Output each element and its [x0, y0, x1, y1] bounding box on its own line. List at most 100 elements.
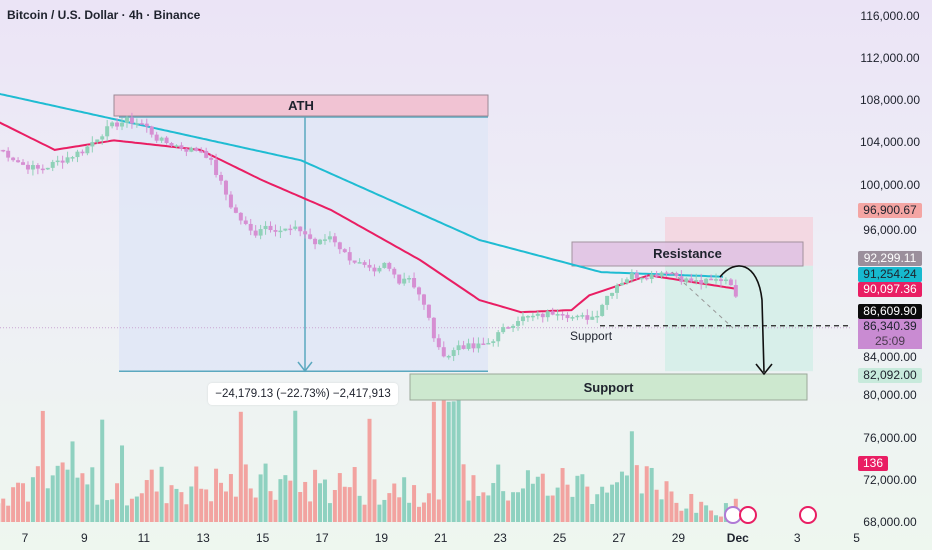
candle-body — [25, 164, 30, 170]
candle-body — [90, 142, 95, 147]
candle-body — [506, 327, 511, 329]
candle-body — [342, 249, 347, 253]
candle-body — [704, 278, 709, 284]
candle-body — [392, 268, 397, 275]
candle-body — [189, 147, 194, 152]
candle-body — [694, 280, 699, 282]
candle-body — [303, 231, 308, 235]
volume-bar — [154, 491, 159, 522]
volume-bar — [40, 410, 45, 522]
volume-bar — [580, 474, 585, 522]
time-tick: 21 — [434, 531, 448, 545]
price-tick: 112,000.00 — [860, 51, 920, 66]
volume-bar — [80, 473, 85, 522]
time-tick: 23 — [493, 531, 507, 545]
candle-body — [194, 147, 199, 151]
candle-body — [50, 161, 55, 168]
candle-body — [55, 160, 60, 163]
volume-bar — [258, 474, 263, 522]
candle-body — [511, 325, 516, 328]
candle-body — [664, 272, 669, 274]
volume-bar — [273, 499, 278, 522]
candle-body — [555, 314, 560, 316]
volume-bar — [322, 479, 327, 522]
candle-body — [585, 315, 590, 320]
volume-bar — [684, 508, 689, 522]
candle-body — [714, 279, 719, 281]
time-tick: 13 — [196, 531, 210, 545]
price-label: 91,254.24 — [858, 267, 922, 282]
candle-body — [441, 347, 446, 357]
volume-bar — [115, 483, 120, 522]
candle-body — [412, 278, 417, 288]
volume-bar — [476, 495, 481, 522]
price-label: 96,900.67 — [858, 203, 922, 218]
price-label: 25:09 — [858, 334, 922, 349]
price-label: 86,340.39 — [858, 319, 922, 334]
candle-body — [456, 345, 461, 351]
volume-bar — [644, 466, 649, 522]
candle-body — [718, 279, 723, 282]
volume-bar — [189, 486, 194, 522]
volume-bar — [332, 490, 337, 522]
volume-bar — [327, 503, 332, 522]
volume-bar — [699, 501, 704, 522]
volume-bar — [110, 499, 115, 522]
candle-body — [322, 239, 327, 241]
candle-body — [530, 315, 535, 318]
volume-bar — [714, 515, 719, 522]
candle-body — [535, 313, 540, 316]
volume-bar — [718, 516, 723, 522]
take-profit-zone — [665, 265, 813, 372]
volume-bar — [164, 503, 169, 522]
measure-zone — [119, 117, 488, 372]
volume-bar — [214, 468, 219, 522]
volume-bar — [570, 496, 575, 522]
volume-bar — [674, 502, 679, 522]
candle-body — [228, 194, 233, 208]
time-tick: 11 — [137, 531, 151, 545]
candle-body — [367, 264, 372, 268]
volume-bar — [669, 491, 674, 522]
projection-dashed-line — [671, 271, 734, 329]
candle-body — [565, 314, 570, 319]
candle-body — [605, 295, 610, 305]
volume-bar — [303, 481, 308, 522]
candle-body — [75, 151, 80, 158]
candle-body — [362, 262, 367, 265]
candle-body — [179, 145, 184, 149]
candle-body — [481, 343, 486, 346]
candle-body — [352, 260, 357, 263]
candle-body — [1, 149, 6, 152]
candle-body — [115, 122, 120, 127]
candle-body — [610, 292, 615, 296]
candle-body — [669, 272, 674, 275]
volume-bar — [555, 487, 560, 522]
volume-bar — [709, 510, 714, 522]
volume-bar — [55, 465, 60, 522]
volume-bar — [402, 477, 407, 522]
volume-bar — [664, 481, 669, 522]
volume-bar — [639, 493, 644, 522]
candle-body — [233, 207, 238, 213]
candle-body — [283, 228, 288, 231]
candle-body — [204, 150, 209, 158]
volume-bar — [352, 467, 357, 522]
volume-bar — [560, 468, 565, 522]
volume-bar — [95, 504, 100, 522]
candle-body — [298, 226, 303, 232]
candle-body — [60, 160, 65, 163]
volume-bar — [595, 494, 600, 522]
volume-bar — [100, 419, 105, 522]
candle-body — [471, 343, 476, 349]
volume-bar — [367, 418, 372, 522]
volume-bar — [540, 473, 545, 522]
candle-body — [659, 272, 664, 277]
candle-body — [16, 160, 21, 163]
volume-bar — [441, 394, 446, 522]
candle-body — [402, 278, 407, 284]
candle-body — [199, 150, 204, 153]
volume-bar — [169, 485, 174, 522]
candle-body — [184, 148, 189, 152]
